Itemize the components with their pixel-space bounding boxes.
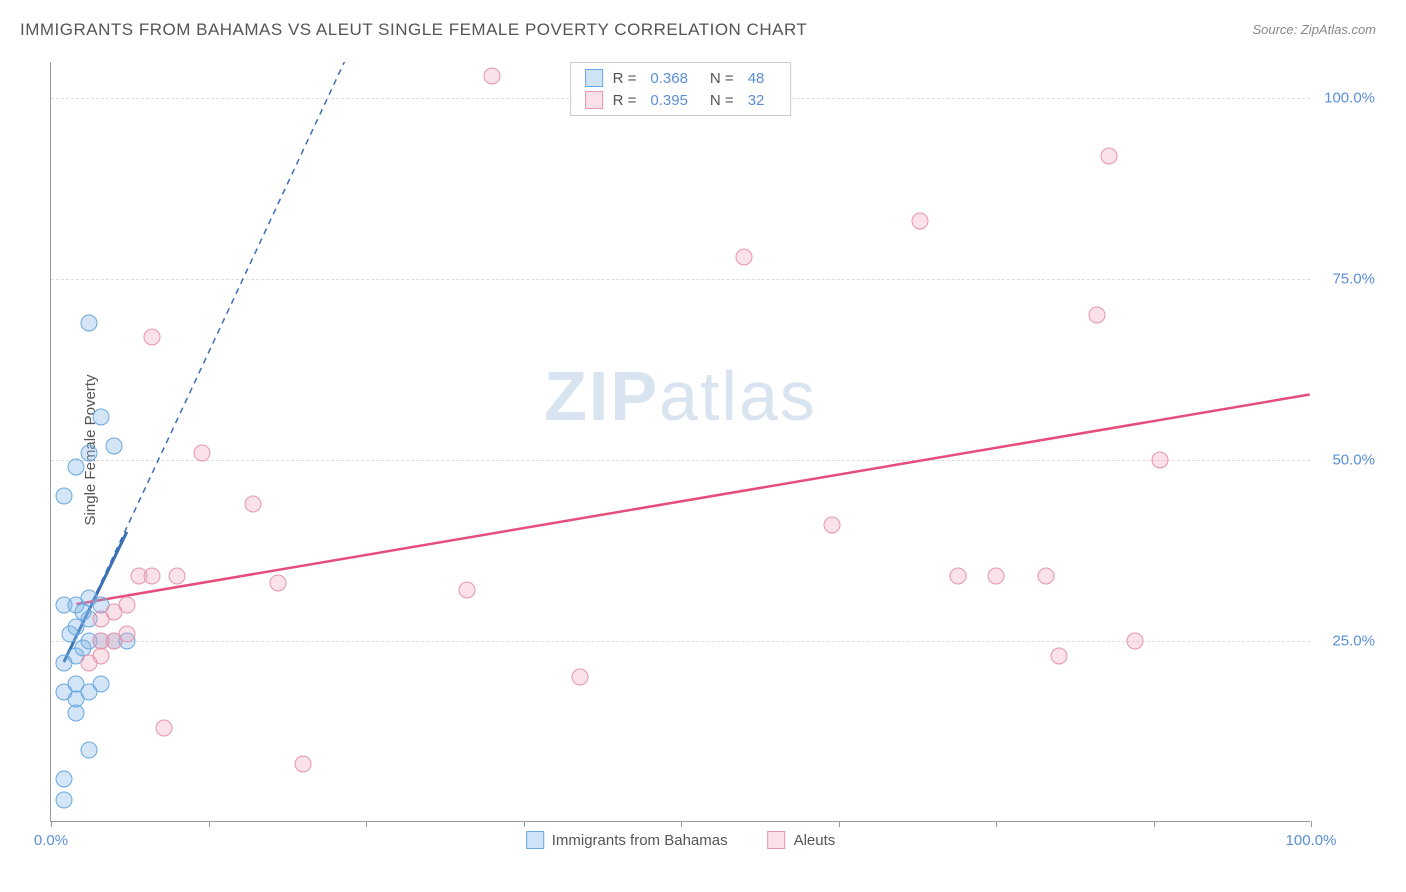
x-tick [524,821,525,827]
data-point [169,567,186,584]
gridline [51,641,1310,642]
x-tick [366,821,367,827]
data-point [80,444,97,461]
data-point [80,314,97,331]
x-tick-label: 0.0% [34,832,68,849]
data-point [55,770,72,787]
r-value: 0.395 [650,92,688,109]
r-label: R = [613,92,637,109]
data-point [1151,452,1168,469]
x-tick [996,821,997,827]
x-tick [209,821,210,827]
trend-lines [51,62,1310,821]
data-point [156,719,173,736]
legend-swatch [768,831,786,849]
data-point [572,669,589,686]
data-point [118,596,135,613]
data-point [93,676,110,693]
data-point [143,329,160,346]
y-tick-label: 75.0% [1332,271,1375,288]
n-label: N = [710,70,734,87]
n-value: 32 [748,92,765,109]
source-label: Source: ZipAtlas.com [1252,22,1376,37]
data-point [1088,307,1105,324]
data-point [295,756,312,773]
data-point [736,249,753,266]
data-point [484,68,501,85]
legend-swatch [585,69,603,87]
r-label: R = [613,70,637,87]
data-point [68,705,85,722]
data-point [55,488,72,505]
gridline [51,460,1310,461]
data-point [824,517,841,534]
legend-stat-row: R = 0.368 N = 48 [585,67,777,89]
watermark: ZIPatlas [544,356,817,436]
chart-title: IMMIGRANTS FROM BAHAMAS VS ALEUT SINGLE … [20,20,807,40]
data-point [950,567,967,584]
y-tick-label: 100.0% [1324,90,1375,107]
data-point [912,213,929,230]
x-tick [1311,821,1312,827]
legend-swatch [585,91,603,109]
legend-swatch [526,831,544,849]
watermark-bold: ZIP [544,357,659,435]
y-tick-label: 50.0% [1332,452,1375,469]
data-point [1101,148,1118,165]
y-tick-label: 25.0% [1332,633,1375,650]
x-tick-label: 100.0% [1286,832,1337,849]
data-point [68,459,85,476]
legend-label: Aleuts [794,832,836,849]
data-point [93,647,110,664]
x-tick [839,821,840,827]
data-point [1051,647,1068,664]
x-tick [51,821,52,827]
data-point [143,567,160,584]
legend-item: Aleuts [768,831,836,849]
legend-item: Immigrants from Bahamas [526,831,728,849]
data-point [988,567,1005,584]
legend-label: Immigrants from Bahamas [552,832,728,849]
data-point [1038,567,1055,584]
legend-stat-row: R = 0.395 N = 32 [585,89,777,111]
x-tick [1154,821,1155,827]
data-point [55,792,72,809]
legend-bottom: Immigrants from Bahamas Aleuts [526,831,836,849]
chart-container: Single Female Poverty ZIPatlas R =0.368N… [50,50,1380,850]
data-point [118,625,135,642]
x-tick [681,821,682,827]
data-point [106,437,123,454]
watermark-light: atlas [659,357,817,435]
data-point [458,582,475,599]
data-point [80,741,97,758]
legend-stats: R = 0.368 N = 48 R = 0.395 N = 32 [570,62,792,116]
plot-area: ZIPatlas R =0.368N =48R =0.395N =32 Immi… [50,62,1310,822]
gridline [51,279,1310,280]
data-point [93,408,110,425]
data-point [269,575,286,592]
n-value: 48 [748,70,765,87]
data-point [1126,633,1143,650]
data-point [194,444,211,461]
data-point [244,495,261,512]
n-label: N = [710,92,734,109]
r-value: 0.368 [650,70,688,87]
